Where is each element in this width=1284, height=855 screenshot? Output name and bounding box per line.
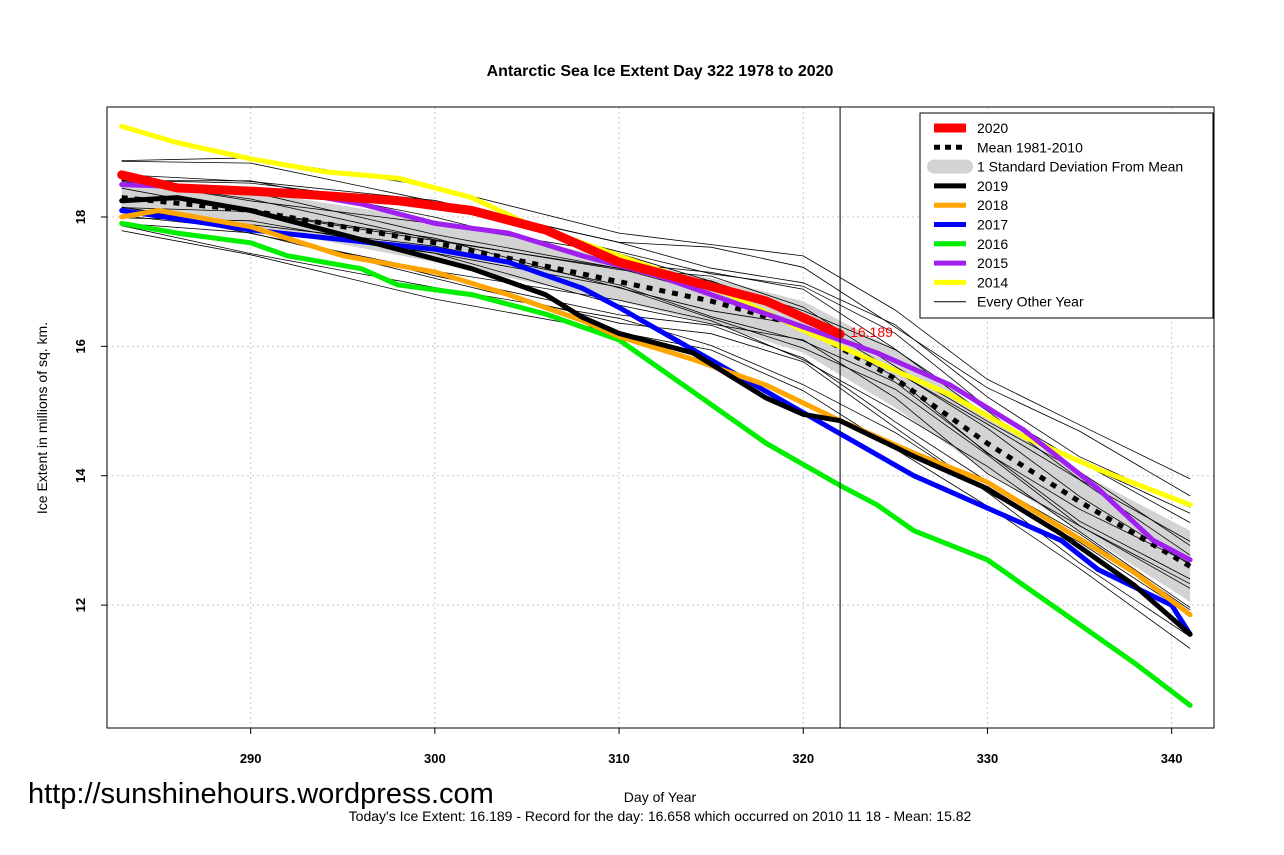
x-tick-label: 330	[977, 751, 999, 766]
other-year-line	[121, 230, 1191, 649]
y-axis: 12 14 16 18	[73, 210, 107, 612]
y-axis-label: Ice Extent in millions of sq. km.	[34, 322, 50, 514]
legend-label: Every Other Year	[977, 294, 1084, 310]
legend-label: 2020	[977, 120, 1008, 136]
x-tick-label: 290	[240, 751, 262, 766]
series-layer	[117, 123, 1193, 708]
x-axis-label: Day of Year	[624, 789, 697, 805]
y-tick-label: 12	[73, 598, 88, 612]
series-2020-line	[117, 170, 845, 339]
x-tick-label: 340	[1161, 751, 1183, 766]
other-year-line	[121, 207, 1191, 608]
legend-label: 2018	[977, 197, 1008, 213]
legend-label: 2019	[977, 178, 1008, 194]
other-year-line	[121, 179, 1191, 546]
legend-box	[919, 112, 1214, 319]
x-tick-label: 320	[792, 751, 814, 766]
other-year-line	[121, 160, 1191, 497]
series-2016-line	[119, 220, 1193, 708]
other-year-line	[121, 174, 1191, 508]
footer-text: Today's Ice Extent: 16.189 - Record for …	[349, 808, 972, 824]
x-axis: 290 300 310 320 330 340	[240, 728, 1183, 766]
legend-label: 2015	[977, 255, 1008, 271]
x-tick-label: 310	[608, 751, 630, 766]
legend-label: 1 Standard Deviation From Mean	[977, 159, 1183, 175]
y-tick-label: 18	[73, 210, 88, 224]
chart-title: Antarctic Sea Ice Extent Day 322 1978 to…	[487, 63, 834, 80]
legend: 2020 Mean 1981-2010 1 Standard Deviation F…	[919, 112, 1214, 319]
series-mean-line	[121, 195, 1192, 569]
legend-label: 2014	[977, 274, 1008, 290]
source-url: http://sunshinehours.wordpress.com	[28, 778, 494, 810]
annotation-label: 16.189	[850, 324, 893, 340]
series-2014-line	[119, 123, 1193, 508]
legend-label: Mean 1981-2010	[977, 139, 1083, 155]
y-tick-label: 16	[73, 339, 88, 353]
plot-frame	[106, 106, 1215, 729]
series-2019-line	[119, 195, 1193, 637]
series-2018-line	[119, 208, 1193, 618]
legend-label: 2017	[977, 217, 1008, 233]
x-tick-label: 300	[424, 751, 446, 766]
y-tick-label: 14	[73, 468, 88, 483]
legend-label: 2016	[977, 236, 1008, 252]
